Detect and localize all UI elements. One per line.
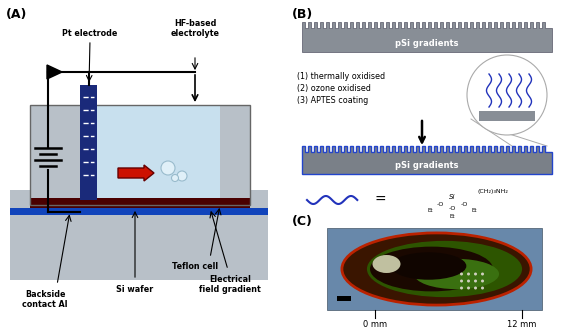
Text: 12 mm: 12 mm <box>507 320 537 328</box>
Circle shape <box>474 279 477 282</box>
Bar <box>80 85 97 200</box>
Ellipse shape <box>370 247 493 291</box>
Ellipse shape <box>367 241 522 297</box>
Text: (2) ozone oxidised: (2) ozone oxidised <box>297 84 371 93</box>
Circle shape <box>460 286 463 290</box>
Circle shape <box>481 273 484 276</box>
Circle shape <box>474 286 477 290</box>
FancyArrow shape <box>118 165 154 181</box>
Circle shape <box>467 279 470 282</box>
Text: (1) thermally oxidised: (1) thermally oxidised <box>297 72 385 81</box>
Bar <box>30 105 250 205</box>
Ellipse shape <box>414 259 499 289</box>
Polygon shape <box>47 65 62 79</box>
Circle shape <box>481 286 484 290</box>
Bar <box>327 228 542 310</box>
Bar <box>337 296 351 301</box>
Circle shape <box>161 161 175 175</box>
Text: Pt electrode: Pt electrode <box>63 29 118 38</box>
Text: Electrical
field gradient: Electrical field gradient <box>199 275 261 295</box>
Polygon shape <box>302 146 552 174</box>
Text: (C): (C) <box>292 215 313 228</box>
Text: (A): (A) <box>6 8 28 21</box>
Bar <box>30 105 250 205</box>
Circle shape <box>481 279 484 282</box>
Text: (3) APTES coating: (3) APTES coating <box>297 96 369 105</box>
Text: pSi gradients: pSi gradients <box>395 161 459 171</box>
Bar <box>80 105 220 200</box>
Bar <box>30 198 250 208</box>
Bar <box>10 208 268 215</box>
Circle shape <box>467 286 470 290</box>
Bar <box>30 105 80 200</box>
Bar <box>220 105 250 200</box>
Text: pSi gradients: pSi gradients <box>395 38 459 48</box>
Bar <box>10 190 268 280</box>
Text: Et: Et <box>471 209 477 214</box>
Text: Backside
contact Al: Backside contact Al <box>22 290 68 309</box>
Text: (CH₂)₃NH₂: (CH₂)₃NH₂ <box>477 190 508 195</box>
Ellipse shape <box>391 252 466 280</box>
Polygon shape <box>302 22 552 52</box>
Text: Si: Si <box>449 194 455 200</box>
Text: Et: Et <box>449 215 455 219</box>
Ellipse shape <box>373 255 401 273</box>
Circle shape <box>460 273 463 276</box>
Text: -O: -O <box>448 207 456 212</box>
Circle shape <box>460 279 463 282</box>
Circle shape <box>172 174 179 181</box>
Circle shape <box>467 55 547 135</box>
Text: -O: -O <box>460 201 468 207</box>
Circle shape <box>467 273 470 276</box>
Ellipse shape <box>342 233 531 305</box>
Text: 0 mm: 0 mm <box>363 320 387 328</box>
Text: Et: Et <box>427 209 433 214</box>
Bar <box>479 111 535 121</box>
Text: HF-based
electrolyte: HF-based electrolyte <box>170 19 219 38</box>
Text: (B): (B) <box>292 8 313 21</box>
Text: -O: -O <box>436 201 444 207</box>
Text: =: = <box>374 193 386 207</box>
Text: Si wafer: Si wafer <box>117 285 154 294</box>
Circle shape <box>177 171 187 181</box>
Text: Teflon cell: Teflon cell <box>172 262 218 271</box>
Circle shape <box>474 273 477 276</box>
